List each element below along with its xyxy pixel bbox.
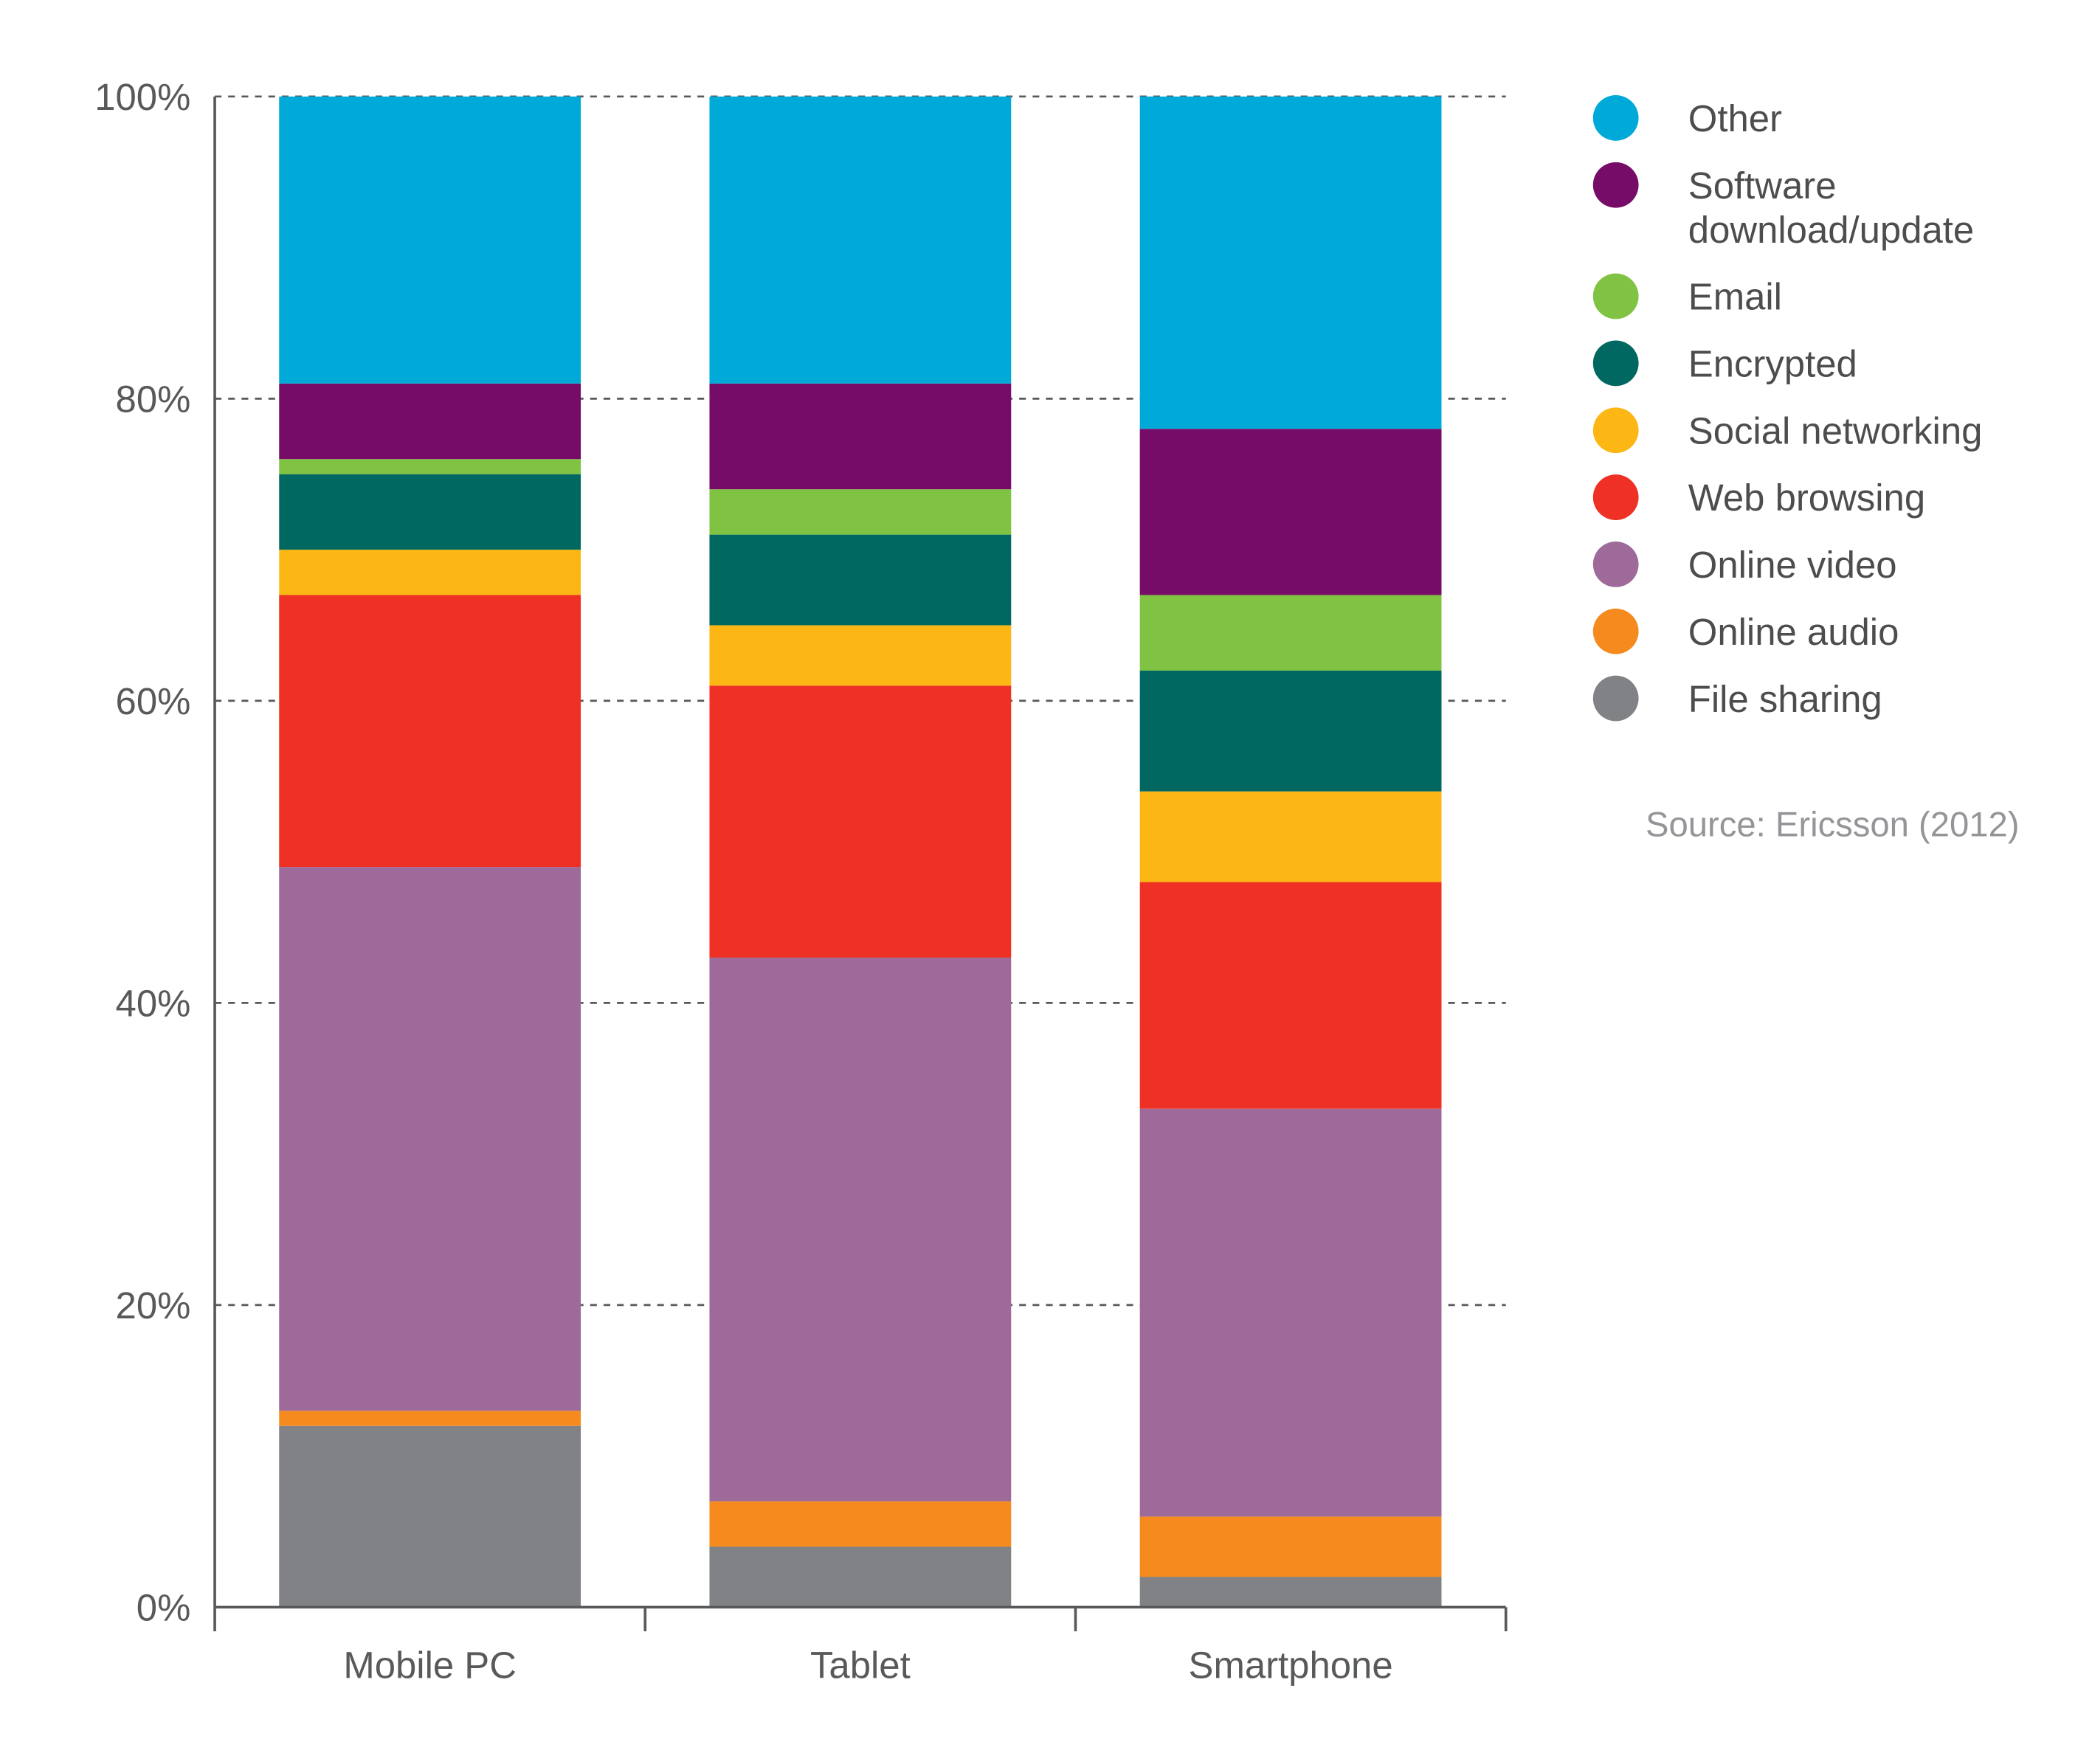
bar-segment-web-browsing — [279, 595, 581, 868]
y-tick-label: 40% — [116, 983, 191, 1025]
legend-item: Encrypted — [1592, 340, 1857, 387]
bar-segment-other — [279, 96, 581, 384]
bar-segment-online-video — [279, 867, 581, 1411]
bar-segment-other — [1139, 96, 1442, 429]
bar-segment-file-sharing — [709, 1546, 1012, 1608]
bar-segment-web-browsing — [709, 685, 1012, 958]
bar-segment-web-browsing — [1139, 882, 1442, 1109]
legend-item: Web browsing — [1592, 474, 1925, 520]
bar-segment-online-video — [709, 957, 1012, 1502]
legend-label: Online audio — [1688, 611, 1899, 653]
bar-segment-encrypted — [1139, 670, 1442, 792]
legend-label: download/update — [1688, 209, 1974, 251]
bar-segment-software-download-update — [279, 383, 581, 460]
bar-segment-email — [279, 459, 581, 474]
bar-segment-encrypted — [709, 534, 1012, 626]
legend-label: Online video — [1688, 544, 1897, 586]
legend-swatch — [1592, 162, 1639, 208]
bar-segment-social-networking — [709, 625, 1012, 686]
legend-item: Online audio — [1592, 608, 1899, 654]
bar-segment-software-download-update — [709, 383, 1012, 490]
legend-item: Other — [1592, 94, 1782, 141]
bar-segment-email — [1139, 595, 1442, 671]
bar-segment-online-audio — [279, 1411, 581, 1426]
y-tick-label: 80% — [116, 378, 191, 421]
y-tick-label: 60% — [116, 680, 191, 722]
legend-label: File sharing — [1688, 678, 1882, 720]
axes: 0% 20% 40% 60% 80% 100% Mobile PC Tablet Smartph… — [94, 76, 1508, 1687]
legend-label: Email — [1688, 276, 1782, 318]
y-tick-label: 0% — [137, 1587, 191, 1629]
legend-swatch — [1592, 94, 1639, 141]
legend-item: File sharing — [1592, 675, 1882, 722]
legend-swatch — [1592, 542, 1639, 587]
x-tick-label: Tablet — [810, 1644, 911, 1687]
y-tick-label: 20% — [116, 1284, 191, 1327]
legend-item: Email — [1592, 273, 1782, 319]
bar-segment-social-networking — [1139, 791, 1442, 882]
bars — [279, 96, 1442, 1608]
legend-label: Web browsing — [1688, 477, 1925, 519]
bar-segment-social-networking — [279, 550, 581, 595]
source-note: Source: Ericsson (2012) — [1646, 806, 2020, 845]
legend-label: Software — [1688, 165, 1837, 207]
bar-segment-other — [709, 96, 1012, 384]
legend-swatch — [1592, 675, 1639, 722]
legend-label: Encrypted — [1688, 343, 1857, 385]
x-tick-label: Mobile PC — [343, 1644, 517, 1687]
legend-label: Other — [1688, 97, 1782, 139]
x-tick-label: Smartphone — [1189, 1644, 1393, 1687]
legend-item: Social networking — [1592, 407, 1983, 454]
legend-swatch — [1592, 608, 1639, 654]
bar-segment-online-audio — [1139, 1516, 1442, 1577]
legend-item: Online video — [1592, 542, 1897, 587]
y-tick-label: 100% — [94, 76, 190, 118]
legend-swatch — [1592, 273, 1639, 319]
bar-segment-file-sharing — [279, 1425, 581, 1608]
legend-swatch — [1592, 340, 1639, 387]
legend-label: Social networking — [1688, 409, 1983, 452]
bar-segment-online-audio — [709, 1501, 1012, 1547]
bar-segment-encrypted — [279, 474, 581, 550]
bar-segment-online-video — [1139, 1108, 1442, 1517]
bar-segment-file-sharing — [1139, 1577, 1442, 1608]
bar-segment-email — [709, 489, 1012, 535]
legend-swatch — [1592, 407, 1639, 454]
bar-segment-software-download-update — [1139, 429, 1442, 595]
legend-swatch — [1592, 474, 1639, 520]
